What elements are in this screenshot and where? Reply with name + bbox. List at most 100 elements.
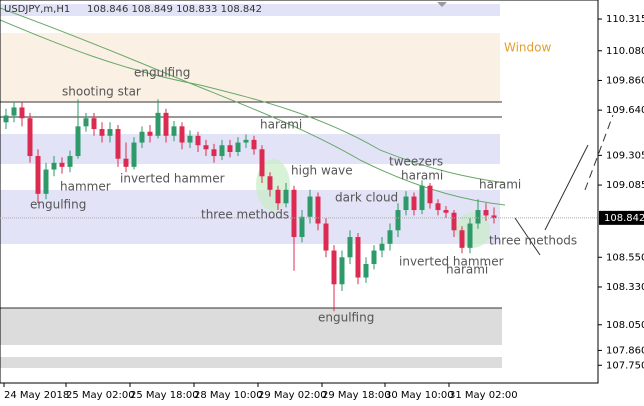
candle-body: [371, 250, 377, 265]
candle-body: [467, 223, 473, 248]
annotation: harami: [260, 118, 302, 132]
candle-body: [179, 126, 185, 143]
candle-body: [187, 135, 193, 143]
candle-body: [379, 243, 385, 251]
y-tick-label: 107.750: [606, 360, 644, 371]
candle-body: [243, 139, 249, 143]
candle-body: [171, 126, 177, 136]
candle-body: [491, 215, 497, 219]
y-tick-label: 109.860: [606, 75, 644, 86]
candle-body: [411, 196, 417, 211]
candle-body: [147, 131, 153, 136]
candle-body: [67, 156, 73, 167]
zone: [0, 190, 500, 244]
annotation: inverted hammer: [120, 172, 225, 186]
annotation: high wave: [291, 164, 353, 178]
annotation: shooting star: [62, 85, 141, 99]
candle-body: [443, 210, 449, 213]
candle-body: [339, 257, 345, 285]
candle-body: [51, 162, 57, 170]
y-tick-label: 108.550: [606, 252, 644, 263]
y-tick-label: 110.315: [606, 14, 644, 25]
candle-body: [11, 107, 17, 116]
candle-body: [91, 118, 97, 130]
candle-body: [219, 145, 225, 157]
zone: [0, 308, 502, 345]
candle-body: [403, 196, 409, 211]
x-tick-label: 24 May 2018: [4, 390, 69, 401]
candle-body: [291, 189, 297, 238]
y-tick-label: 109.085: [606, 180, 644, 191]
x-tick-label: 25 May 02:00: [66, 390, 135, 401]
y-tick-label: 108.050: [606, 320, 644, 331]
annotation: harami: [401, 169, 443, 183]
candle-body: [275, 189, 281, 204]
x-tick-label: 25 May 18:00: [130, 390, 199, 401]
candle-body: [155, 112, 161, 136]
zones: [0, 4, 502, 368]
candle-body: [387, 230, 393, 244]
candle-body: [3, 115, 9, 123]
candle-body: [131, 142, 137, 167]
y-tick-label: 110.080: [606, 46, 644, 57]
y-tick-label: 107.860: [606, 345, 644, 356]
candle-body: [331, 250, 337, 285]
last-price-box: [599, 210, 644, 225]
candle-body: [363, 264, 369, 278]
last-price-label: 108.842: [604, 213, 644, 224]
candle-body: [451, 212, 457, 231]
annotation: dark cloud: [335, 191, 398, 205]
candle-body: [195, 135, 201, 146]
projection: [584, 114, 614, 191]
scroll-marker: [437, 2, 447, 7]
candle-body: [35, 156, 41, 194]
candle-body: [227, 145, 233, 152]
y-tick-label: 108.330: [606, 282, 644, 293]
x-tick-label: 31 May 02:00: [449, 390, 518, 401]
candle-body: [347, 237, 353, 258]
annotation: harami: [446, 263, 488, 277]
candle-body: [355, 237, 361, 278]
candle-body: [43, 169, 49, 194]
zone: [0, 4, 500, 16]
header-quotes: 108.846 108.849 108.833 108.842: [87, 4, 262, 15]
candle-body: [427, 185, 433, 204]
candle-body: [83, 118, 89, 127]
zone: [0, 33, 500, 102]
candle-body: [283, 189, 289, 204]
annotation: hammer: [60, 180, 111, 194]
candle-body: [323, 223, 329, 251]
moving-average: [0, 19, 506, 184]
candle-body: [315, 196, 321, 224]
candle-body: [307, 196, 313, 217]
candle-body: [59, 162, 65, 167]
arrow: [514, 144, 589, 256]
candle-body: [419, 185, 425, 211]
candle-body: [395, 210, 401, 231]
zone: [0, 357, 502, 368]
x-tick-label: 28 May 10:00: [194, 390, 263, 401]
x-tick-label: 30 May 10:00: [385, 390, 454, 401]
annotation: tweezers: [389, 155, 443, 169]
candle-body: [459, 230, 465, 248]
candle-body: [235, 142, 241, 152]
candle-body: [211, 149, 217, 157]
annotation: engulfing: [30, 198, 86, 212]
x-tick-label: 29 May 18:00: [322, 390, 391, 401]
annotation: engulfing: [134, 66, 190, 80]
header-symbol: USDJPY,m,H1: [4, 4, 70, 15]
candle-body: [27, 118, 33, 157]
candle-body: [107, 129, 113, 136]
annotation: three methods: [489, 234, 577, 248]
candle-body: [75, 126, 81, 157]
candle-body: [19, 107, 25, 119]
y-tick-label: 109.305: [606, 150, 644, 161]
candle-body: [435, 203, 441, 211]
candle-body: [251, 139, 257, 150]
candle-body: [163, 112, 169, 136]
x-tick-label: 29 May 02:00: [258, 390, 327, 401]
y-tick-label: 109.640: [606, 105, 644, 116]
candle-body: [99, 129, 105, 136]
annotation: harami: [479, 178, 521, 192]
